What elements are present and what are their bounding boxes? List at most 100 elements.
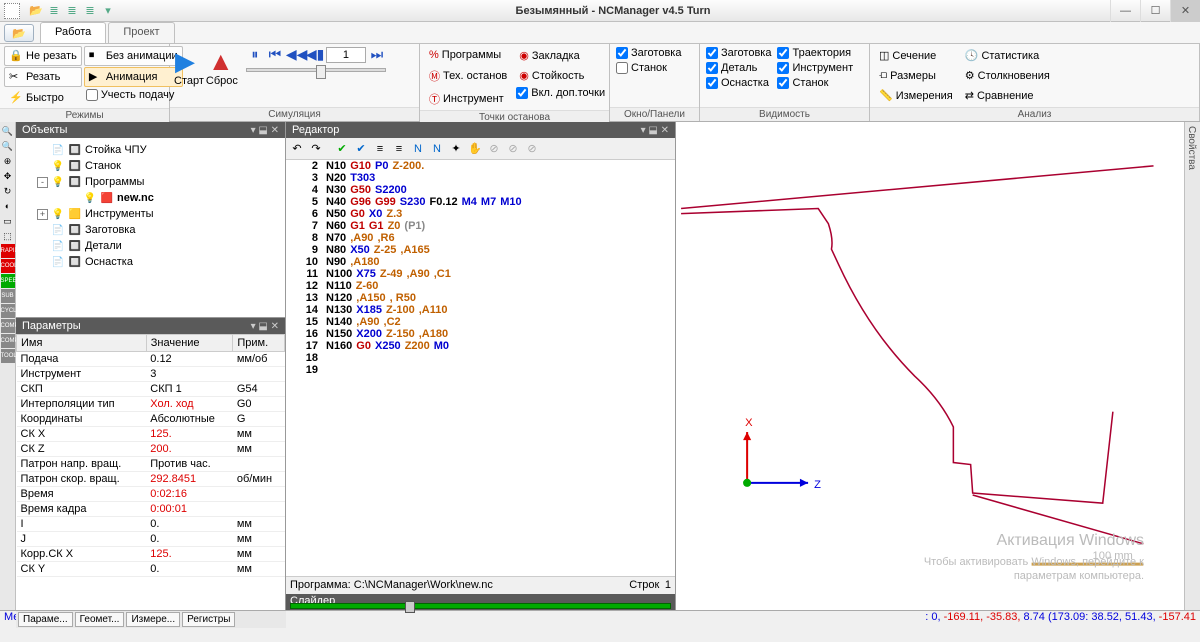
bottom-tab[interactable]: Геомет... <box>75 612 125 627</box>
leftstrip-tool[interactable]: CYCLE <box>1 304 15 318</box>
param-row[interactable]: СКПСКП 1G54 <box>17 382 285 397</box>
tree-row[interactable]: 💡🔲Станок <box>18 158 283 174</box>
file-menu[interactable]: 📂 <box>4 24 34 42</box>
ed-tool-icon[interactable]: ↷ <box>307 140 325 158</box>
leftstrip-tool[interactable]: COMP <box>1 319 15 333</box>
tab-work[interactable]: Работа <box>40 22 106 43</box>
objects-tree[interactable]: 📄🔲Стойка ЧПУ💡🔲Станок-💡🔲Программы💡🟥new.nc… <box>16 138 285 318</box>
stepfwd-icon[interactable]: ◀▮ <box>306 46 324 63</box>
editor-slider[interactable]: Слайдер <box>286 594 675 610</box>
ed-tool-icon[interactable]: ≡ <box>371 140 389 158</box>
panel-machine[interactable]: Станок <box>614 61 683 75</box>
an-dims[interactable]: ⟤Размеры <box>874 66 958 85</box>
noanim-button[interactable]: ⏹Без анимации <box>84 46 183 66</box>
leftstrip-tool[interactable]: SPEED <box>1 274 15 288</box>
leftstrip-tool[interactable]: COMP <box>1 334 15 348</box>
ed-tool-icon[interactable]: ⊘ <box>485 140 503 158</box>
tree-row[interactable]: 📄🔲Детали <box>18 238 283 254</box>
tree-row[interactable]: +💡🟨Инструменты <box>18 206 283 222</box>
ed-tool-icon[interactable]: ✔ <box>352 140 370 158</box>
fast-button[interactable]: ⚡Быстро <box>4 88 82 108</box>
rewind-icon[interactable]: ⏮ <box>266 46 284 63</box>
bottom-tab[interactable]: Измере... <box>126 612 180 627</box>
params-table[interactable]: Имя Значение Прим. Подача0.12мм/обИнстру… <box>16 334 285 610</box>
bp-techstop[interactable]: ⓂТех. останов <box>424 65 512 87</box>
maximize-button[interactable]: ☐ <box>1140 0 1170 22</box>
vis-part[interactable]: Деталь <box>704 61 773 75</box>
qa-icon[interactable]: ≣ <box>46 3 62 19</box>
ed-tool-icon[interactable]: ✔ <box>333 140 351 158</box>
nocut-button[interactable]: 🔒Не резать <box>4 46 82 66</box>
bp-extra[interactable]: Вкл. доп.точки <box>514 86 607 100</box>
vis-machine[interactable]: Станок <box>775 76 855 90</box>
ed-tool-icon[interactable]: N <box>428 140 446 158</box>
close-button[interactable]: ✕ <box>1170 0 1200 22</box>
param-row[interactable]: СК X125.мм <box>17 427 285 442</box>
ed-tool-icon[interactable]: N <box>409 140 427 158</box>
cut-button[interactable]: ✂Резать <box>4 67 82 87</box>
frame-input[interactable] <box>326 47 366 63</box>
param-row[interactable]: СК Z200.мм <box>17 442 285 457</box>
minimize-button[interactable]: — <box>1110 0 1140 22</box>
param-row[interactable]: Время кадра0:00:01 <box>17 502 285 517</box>
param-row[interactable]: Время0:02:16 <box>17 487 285 502</box>
ed-tool-icon[interactable]: ✦ <box>447 140 465 158</box>
3d-viewport[interactable]: X Z 100 mm Активация Windows Чтобы актив… <box>676 122 1184 610</box>
ed-tool-icon[interactable]: ↶ <box>288 140 306 158</box>
qa-icon[interactable]: ≣ <box>82 3 98 19</box>
vis-tool[interactable]: Инструмент <box>775 61 855 75</box>
bp-durability[interactable]: ◉Стойкость <box>514 66 607 85</box>
tree-row[interactable]: 💡🟥new.nc <box>18 190 283 206</box>
leftstrip-tool[interactable]: ✥ <box>1 169 15 183</box>
param-row[interactable]: Патрон напр. вращ.Против час. <box>17 457 285 472</box>
ed-tool-icon[interactable]: ⊘ <box>523 140 541 158</box>
feed-checkbox[interactable]: Учесть подачу <box>84 88 183 102</box>
param-row[interactable]: I0.мм <box>17 517 285 532</box>
tree-row[interactable]: 📄🔲Стойка ЧПУ <box>18 142 283 158</box>
leftstrip-tool[interactable]: ⬚ <box>1 229 15 243</box>
param-row[interactable]: J0.мм <box>17 532 285 547</box>
leftstrip-tool[interactable]: SUB <box>1 289 15 303</box>
tree-row[interactable]: 📄🔲Оснастка <box>18 254 283 270</box>
bottom-tab[interactable]: Регистры <box>182 612 235 627</box>
code-editor[interactable]: 2N10G10P0Z-200.3N20T3034N30G50S22005N40G… <box>286 160 675 576</box>
bp-prog[interactable]: %Программы <box>424 46 512 64</box>
leftstrip-tool[interactable]: TOOL <box>1 349 15 363</box>
reset-icon[interactable]: ▲ <box>208 46 236 74</box>
play-icon[interactable]: ▶ <box>175 46 203 74</box>
vis-fixture[interactable]: Оснастка <box>704 76 773 90</box>
leftstrip-tool[interactable]: 🔍 <box>1 124 15 138</box>
qa-icon[interactable]: ≣ <box>64 3 80 19</box>
an-stats[interactable]: 🕓Статистика <box>960 46 1055 65</box>
forward-icon[interactable]: ⏭ <box>368 46 386 63</box>
param-row[interactable]: КоординатыАбсолютныеG <box>17 412 285 427</box>
leftstrip-tool[interactable]: ↻ <box>1 184 15 198</box>
leftstrip-tool[interactable]: 🔍 <box>1 139 15 153</box>
an-measure[interactable]: 📏Измерения <box>874 86 958 105</box>
tree-row[interactable]: -💡🔲Программы <box>18 174 283 190</box>
bp-bookmark[interactable]: ◉Закладка <box>514 46 607 65</box>
ed-tool-icon[interactable]: ≡ <box>390 140 408 158</box>
leftstrip-tool[interactable]: ⊕ <box>1 154 15 168</box>
an-section[interactable]: ◫Сечение <box>874 46 958 65</box>
props-tab[interactable]: Свойства <box>1185 122 1198 174</box>
leftstrip-tool[interactable]: RAPID <box>1 244 15 258</box>
vis-traj[interactable]: Траектория <box>775 46 855 60</box>
ed-tool-icon[interactable]: ✋ <box>466 140 484 158</box>
bp-tool[interactable]: ⓉИнструмент <box>424 88 512 110</box>
an-collisions[interactable]: ⚙Столкновения <box>960 66 1055 85</box>
param-row[interactable]: Интерполяции типХол. ходG0 <box>17 397 285 412</box>
anim-button[interactable]: ▶Анимация <box>84 67 183 87</box>
qa-open-icon[interactable]: 📂 <box>28 3 44 19</box>
leftstrip-tool[interactable]: COOL <box>1 259 15 273</box>
bottom-tab[interactable]: Параме... <box>18 612 73 627</box>
param-row[interactable]: Корр.СК X125.мм <box>17 547 285 562</box>
panel-blank[interactable]: Заготовка <box>614 46 683 60</box>
vis-blank[interactable]: Заготовка <box>704 46 773 60</box>
pause-icon[interactable]: ⏸ <box>246 46 264 63</box>
param-row[interactable]: Патрон скор. вращ.292.8451об/мин <box>17 472 285 487</box>
an-compare[interactable]: ⇄Сравнение <box>960 86 1055 105</box>
ed-tool-icon[interactable]: ⊘ <box>504 140 522 158</box>
param-row[interactable]: Подача0.12мм/об <box>17 352 285 367</box>
leftstrip-tool[interactable]: ◐ <box>1 199 15 213</box>
